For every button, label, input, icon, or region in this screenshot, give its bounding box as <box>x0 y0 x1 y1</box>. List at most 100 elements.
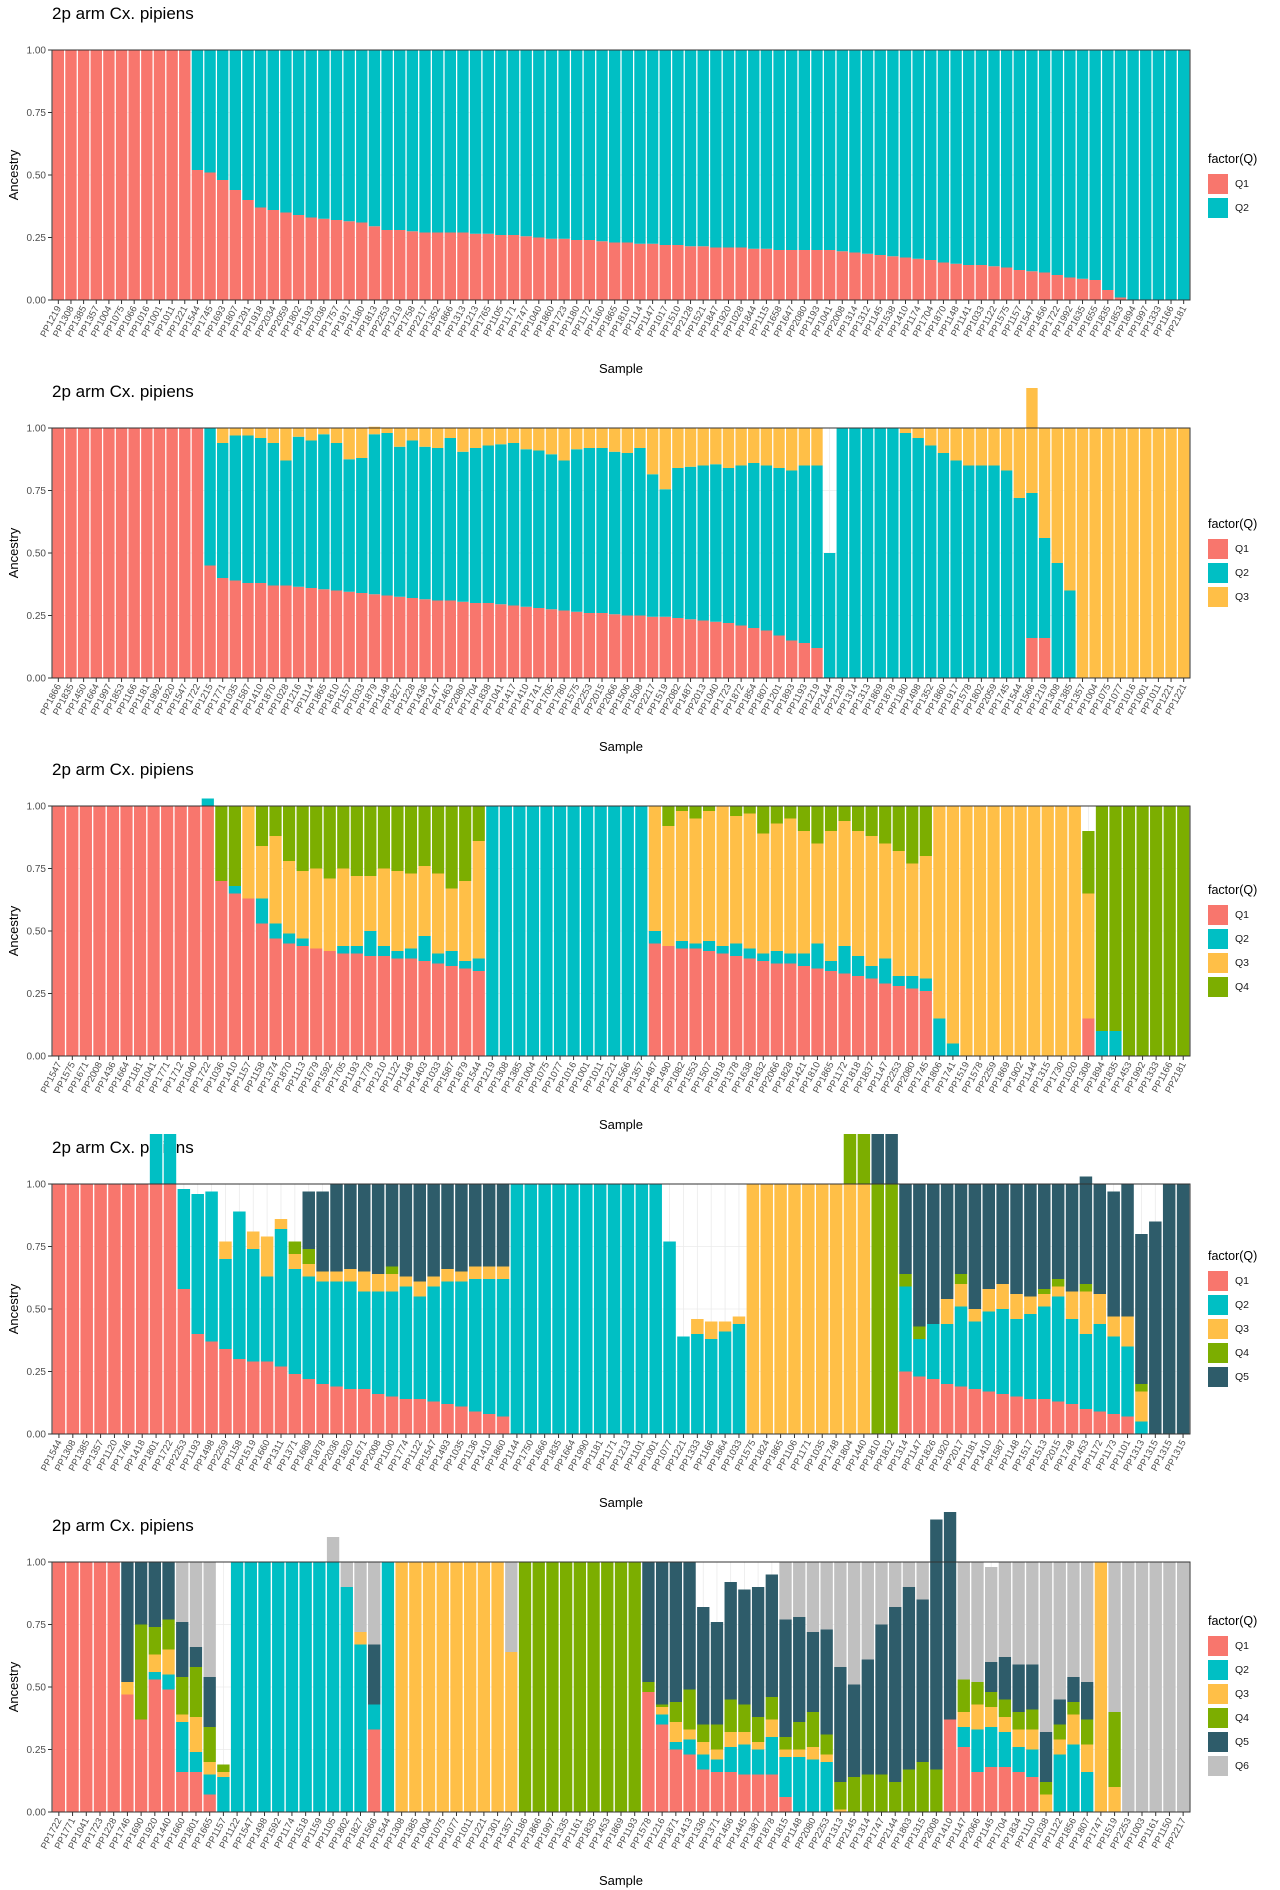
y-tick-label: 0.25 <box>27 233 47 244</box>
bar-segment-q5 <box>697 1607 710 1725</box>
bar-segment-q3 <box>879 843 892 959</box>
bar-segment-q1 <box>217 180 229 300</box>
bar-segment-q5 <box>330 1184 343 1272</box>
bar-segment-q3 <box>450 1562 463 1812</box>
bar-segment-q4 <box>757 806 770 834</box>
bar-segment-q2 <box>242 50 254 200</box>
bar-segment-q2 <box>381 433 393 596</box>
bar-segment-q2 <box>919 978 932 991</box>
bar-segment-q2 <box>940 1324 954 1384</box>
bar-segment-q2 <box>189 1752 203 1772</box>
y-axis-title: Ancestry <box>6 1661 21 1712</box>
bar-segment-q3 <box>482 1266 496 1279</box>
bar-segment-q3 <box>229 428 242 436</box>
bar-segment-q5 <box>847 1684 861 1777</box>
bar-segment-q3 <box>419 428 431 447</box>
bar-segment-q4 <box>1163 806 1176 1056</box>
bar-segment-q3 <box>662 826 675 946</box>
bar-segment-q2 <box>732 1324 746 1434</box>
bar-segment-q2 <box>704 1339 718 1434</box>
bar-segment-q4 <box>889 1782 902 1812</box>
bar-segment-q1 <box>689 948 702 1056</box>
bar-segment-q4 <box>655 1704 669 1707</box>
legend-item-q2: Q2 <box>1208 561 1280 585</box>
bar-segment-q2 <box>1038 538 1051 638</box>
bar-segment-q1 <box>377 956 391 1056</box>
bar-segment-q3 <box>1080 1744 1094 1772</box>
bar-segment-q5 <box>875 1624 888 1775</box>
bar-segment-q2 <box>431 448 444 601</box>
bar-segment-q2 <box>594 806 607 1056</box>
bar-segment-q1 <box>1012 1772 1025 1812</box>
bar-segment-q1 <box>823 250 836 300</box>
legend-label: Q1 <box>1235 543 1250 555</box>
x-axis-title: Sample <box>599 1873 643 1888</box>
bar-segment-q5 <box>1149 1221 1162 1434</box>
bar-segment-q3 <box>1039 1794 1053 1812</box>
bar-segment-q2 <box>469 1279 482 1412</box>
bar-segment-q2 <box>702 941 716 951</box>
bar-segment-q2 <box>1000 50 1013 268</box>
bar-segment-q2 <box>927 1324 940 1379</box>
bar-segment-q1 <box>108 1184 121 1434</box>
legend-item-q6: Q6 <box>1208 1754 1280 1778</box>
bar-segment-q2 <box>912 438 924 678</box>
bar-segment-q1 <box>988 266 1000 300</box>
bar-segment-q2 <box>634 448 646 616</box>
bar-segment-q1 <box>103 50 115 300</box>
y-tick-label: 0.50 <box>27 549 47 560</box>
bar-segment-q3 <box>255 846 269 899</box>
bar-segment-q1 <box>459 968 472 1056</box>
bar-segment-q1 <box>879 983 892 1056</box>
bar-segment-q5 <box>806 1632 820 1712</box>
bar-segment-q2 <box>820 1762 833 1812</box>
bar-segment-q2 <box>269 923 282 939</box>
bar-segment-q2 <box>1089 50 1101 280</box>
bar-segment-q1 <box>957 1747 970 1812</box>
bar-segment-q1 <box>406 598 419 678</box>
legend-swatch <box>1208 1367 1228 1387</box>
bar-segment-q3 <box>675 811 689 941</box>
bars <box>52 1512 1190 1812</box>
bar-segment-q2 <box>748 463 760 628</box>
bar-segment-q3 <box>296 871 309 939</box>
bar-segment-q2 <box>697 1754 710 1770</box>
bar-segment-q2 <box>861 428 874 678</box>
bar-segment-q3 <box>1010 1294 1023 1319</box>
bar-segment-q1 <box>344 1389 357 1434</box>
bar-segment-q3 <box>1135 1391 1148 1422</box>
bar-segment-q1 <box>65 428 77 678</box>
bar-segment-q1 <box>520 606 532 678</box>
bar-segment-q1 <box>786 640 798 678</box>
bar-segment-q3 <box>260 1236 274 1277</box>
legend-label: Q2 <box>1235 1664 1250 1676</box>
bar-segment-q6 <box>779 1562 792 1620</box>
bar-segment-q5 <box>455 1184 468 1272</box>
bar-segment-q3 <box>968 1309 982 1322</box>
chart-panel-5: 2p arm Cx. pipiens 0.00 0.25 0.50 0.75 1.00 A… <box>0 1512 1280 1890</box>
bar-segment-q2 <box>735 50 747 248</box>
bar-segment-q1 <box>1026 1777 1039 1812</box>
legend-items: Q1 Q2 Q3 <box>1208 537 1280 609</box>
bar-segment-q2 <box>596 448 608 613</box>
bar-segment-q2 <box>201 798 214 806</box>
bar-segment-q5 <box>399 1184 413 1277</box>
bar-segment-q6 <box>326 1537 340 1562</box>
bar-segment-q1 <box>811 648 823 678</box>
bar-segment-q3 <box>998 1717 1012 1732</box>
bar-segment-q2 <box>988 465 1000 678</box>
y-tick-label: 0.00 <box>27 674 47 685</box>
bar-segment-q1 <box>646 616 659 678</box>
bar-segment-q3 <box>957 1712 970 1727</box>
bar-segment-q1 <box>204 565 216 678</box>
bar-segment-q2 <box>149 1134 163 1184</box>
bar-segment-q5 <box>368 1644 381 1705</box>
bar-segment-q3 <box>824 831 838 961</box>
bar-segment-q3 <box>310 868 323 949</box>
bar-segment-q1 <box>457 601 469 678</box>
bar-segment-q2 <box>385 1291 399 1397</box>
bar-segment-q1 <box>204 172 216 300</box>
bar-segment-q1 <box>1024 1399 1037 1434</box>
bar-segment-q1 <box>975 265 988 300</box>
bar-segment-q4 <box>824 806 838 831</box>
